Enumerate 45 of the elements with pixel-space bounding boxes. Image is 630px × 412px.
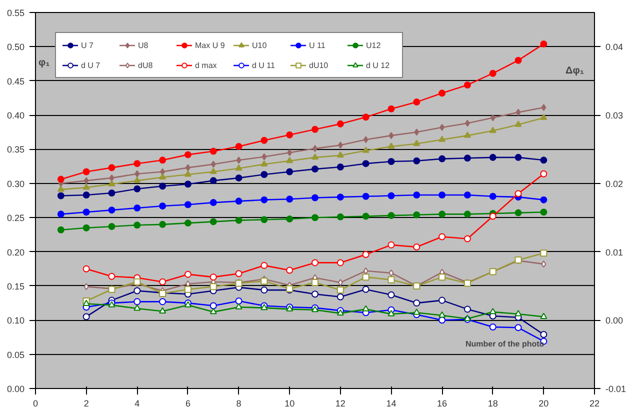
y-tick-label: 0.30 <box>6 178 25 189</box>
x-tick-label: 20 <box>538 398 549 408</box>
y-tick-label: 0.45 <box>6 76 25 86</box>
y-tick-label: 0.25 <box>6 213 25 224</box>
legend-label: dU10 <box>309 60 330 71</box>
x-tick-label: 12 <box>335 398 346 408</box>
legend-label: Max U 9 <box>195 40 225 51</box>
y-tick-label: 0.20 <box>6 247 25 258</box>
x-tick-label: 6 <box>185 398 190 408</box>
legend-label: d U 7 <box>81 60 102 71</box>
x-tick-label: 22 <box>589 398 600 408</box>
y-tick-label: 0.55 <box>6 8 25 18</box>
legend-label: d U 12 <box>366 60 391 71</box>
legend-label: U 11 <box>309 40 326 51</box>
y-axis-title: φ₁ <box>38 58 50 68</box>
x-axis-title: Number of the photo <box>466 340 544 348</box>
y-tick-label: 0.05 <box>6 350 25 360</box>
y2-tick-label: 0.04 <box>606 42 624 52</box>
x-tick-label: 8 <box>236 398 242 408</box>
y-tick-label: 0.10 <box>6 316 25 326</box>
legend-label: d U 11 <box>252 60 276 71</box>
y-tick-label: 0.40 <box>6 110 25 121</box>
x-tick-label: 10 <box>284 398 295 408</box>
x-tick-label: 4 <box>134 398 140 408</box>
y2-tick-label: 0.03 <box>606 110 624 121</box>
y2-tick-label: 0.01 <box>606 247 624 258</box>
y2-tick-label: -0.01 <box>606 384 626 394</box>
y2-tick-label: 0.00 <box>606 316 624 326</box>
y-tick-label: 0.50 <box>6 42 25 52</box>
y-tick-label: 0.15 <box>6 281 25 292</box>
legend-label: U10 <box>252 40 268 51</box>
legend-label: U12 <box>366 40 382 51</box>
x-tick-label: 14 <box>386 398 396 408</box>
x-tick-label: 0 <box>32 398 38 408</box>
legend-label: U8 <box>138 40 150 51</box>
legend-label: U 7 <box>81 40 94 51</box>
x-tick-label: 18 <box>488 398 498 408</box>
y-tick-label: 0.35 <box>6 144 25 155</box>
y2-axis-title: Δφ₁ <box>566 66 584 76</box>
legend-label: d max <box>195 60 218 71</box>
x-tick-label: 16 <box>437 398 448 408</box>
y2-tick-label: 0.02 <box>606 178 624 189</box>
y-tick-label: 0.00 <box>6 384 25 394</box>
legend-label: dU8 <box>138 60 154 71</box>
x-tick-label: 2 <box>84 398 89 408</box>
